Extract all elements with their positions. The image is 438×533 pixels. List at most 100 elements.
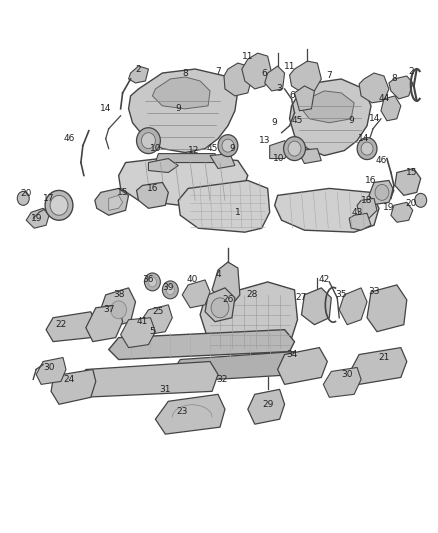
Polygon shape [265,66,285,91]
Text: 24: 24 [64,375,74,384]
Ellipse shape [357,138,377,159]
Text: 5: 5 [149,327,155,336]
Text: 28: 28 [246,290,258,300]
Polygon shape [109,196,123,211]
Polygon shape [395,168,421,196]
Polygon shape [155,394,225,434]
Ellipse shape [148,277,156,287]
Polygon shape [129,66,148,83]
Text: 10: 10 [273,154,284,163]
Text: 17: 17 [43,194,55,203]
Polygon shape [275,188,379,232]
Ellipse shape [361,142,373,155]
Text: 38: 38 [113,290,124,300]
Text: 35: 35 [336,290,347,300]
Text: 14: 14 [100,104,111,114]
Polygon shape [51,369,96,404]
Polygon shape [351,348,407,384]
Text: 32: 32 [216,375,228,384]
Polygon shape [172,352,301,382]
Ellipse shape [222,139,234,152]
Text: 9: 9 [175,104,181,114]
Text: 6: 6 [262,69,268,77]
Text: 14: 14 [358,134,370,143]
Ellipse shape [166,285,174,295]
Polygon shape [148,158,178,173]
Text: 16: 16 [147,184,158,193]
Polygon shape [109,330,294,360]
Text: 22: 22 [55,320,67,329]
Polygon shape [359,73,389,103]
Polygon shape [369,181,394,204]
Text: 7: 7 [326,71,332,80]
Text: 18: 18 [361,196,373,205]
Polygon shape [141,305,172,335]
Text: 1: 1 [235,208,241,217]
Ellipse shape [288,141,301,156]
Polygon shape [210,154,235,168]
Polygon shape [242,53,272,89]
Text: 30: 30 [43,363,55,372]
Text: 16: 16 [365,176,377,185]
Text: 44: 44 [378,94,389,103]
Text: 3: 3 [277,84,283,93]
Text: 41: 41 [137,317,148,326]
Ellipse shape [375,184,389,200]
Polygon shape [290,79,371,156]
Polygon shape [357,198,377,218]
Polygon shape [182,280,210,308]
Ellipse shape [137,128,160,154]
Text: 46: 46 [63,134,74,143]
Ellipse shape [211,298,229,318]
Polygon shape [270,141,292,158]
Polygon shape [224,63,252,96]
Polygon shape [391,203,413,222]
Text: 34: 34 [286,350,297,359]
Polygon shape [301,288,331,325]
Text: 2: 2 [408,67,413,76]
Ellipse shape [111,301,127,319]
Polygon shape [323,367,361,397]
Text: 10: 10 [150,144,161,153]
Polygon shape [152,77,210,109]
Polygon shape [339,288,367,325]
Text: 6: 6 [290,91,295,100]
Polygon shape [119,156,248,205]
Polygon shape [294,86,314,111]
Text: 42: 42 [319,276,330,285]
Text: 39: 39 [162,284,174,293]
Polygon shape [75,361,218,397]
Text: 9: 9 [272,118,278,127]
Text: 20: 20 [21,189,32,198]
Polygon shape [367,285,407,332]
Text: 29: 29 [262,400,273,409]
Ellipse shape [283,136,305,160]
Polygon shape [389,76,413,99]
Text: 20: 20 [405,199,417,208]
Text: 14: 14 [369,114,381,123]
Ellipse shape [45,190,73,220]
Polygon shape [99,288,135,328]
Text: 25: 25 [153,307,164,316]
Ellipse shape [50,196,68,215]
Text: 15: 15 [406,168,417,177]
Ellipse shape [415,193,427,207]
Text: 13: 13 [259,136,270,145]
Text: 45: 45 [292,116,303,125]
Polygon shape [301,91,354,123]
Text: 9: 9 [348,116,354,125]
Text: 4: 4 [215,270,221,279]
Polygon shape [205,288,235,322]
Polygon shape [86,305,123,342]
Text: 45: 45 [206,144,218,153]
Text: 8: 8 [391,75,397,84]
Ellipse shape [145,273,160,291]
Text: 11: 11 [242,52,254,61]
Text: 23: 23 [177,407,188,416]
Text: 7: 7 [215,67,221,76]
Polygon shape [248,389,285,424]
Ellipse shape [17,191,29,205]
Text: 27: 27 [296,293,307,302]
Text: 37: 37 [103,305,114,314]
Polygon shape [349,213,371,230]
